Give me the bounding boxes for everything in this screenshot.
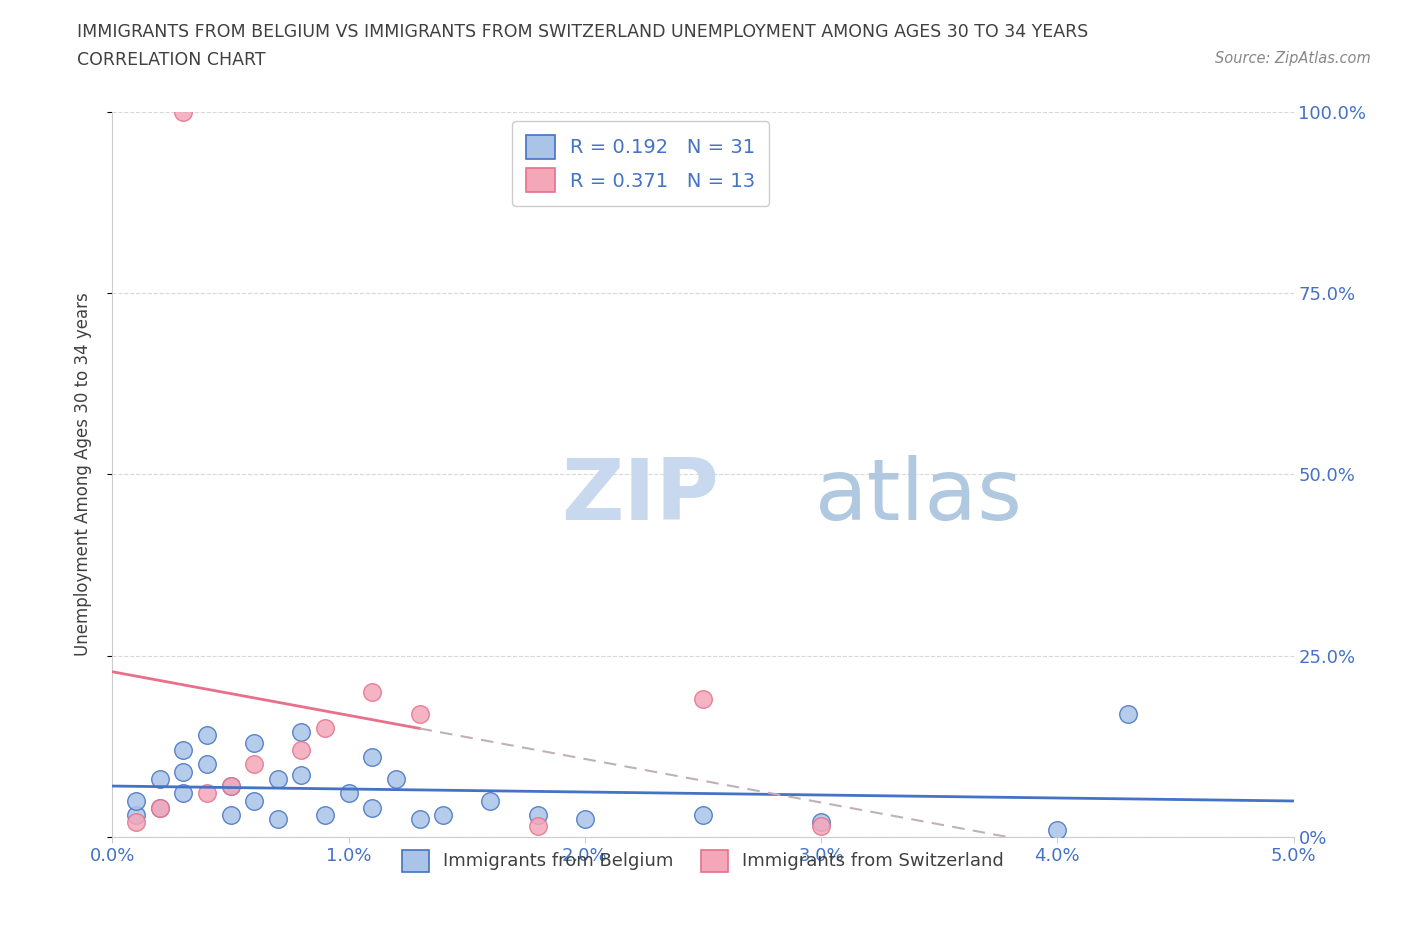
Point <box>526 818 548 833</box>
Point <box>125 815 148 830</box>
Y-axis label: Unemployment Among Ages 30 to 34 years: Unemployment Among Ages 30 to 34 years <box>73 292 91 657</box>
Text: IMMIGRANTS FROM BELGIUM VS IMMIGRANTS FROM SWITZERLAND UNEMPLOYMENT AMONG AGES 3: IMMIGRANTS FROM BELGIUM VS IMMIGRANTS FR… <box>77 23 1088 41</box>
Point <box>219 778 242 793</box>
Point <box>692 808 714 823</box>
Point <box>172 742 194 757</box>
Point <box>408 811 430 827</box>
Point <box>195 728 218 743</box>
Point <box>526 808 548 823</box>
Point <box>243 736 266 751</box>
Point <box>432 808 454 823</box>
Point <box>810 815 832 830</box>
Point <box>408 706 430 721</box>
Point <box>243 793 266 808</box>
Point <box>361 801 384 816</box>
Point <box>149 801 172 816</box>
Point <box>692 692 714 707</box>
Point <box>125 793 148 808</box>
Point <box>1046 822 1069 837</box>
Point <box>290 724 312 739</box>
Point <box>172 104 194 119</box>
Point <box>479 793 502 808</box>
Point <box>337 786 360 801</box>
Point <box>219 808 242 823</box>
Point <box>314 808 336 823</box>
Point <box>810 818 832 833</box>
Point <box>314 721 336 736</box>
Point <box>243 757 266 772</box>
Point <box>361 684 384 699</box>
Point <box>172 764 194 779</box>
Point <box>290 768 312 783</box>
Point <box>574 811 596 827</box>
Point <box>361 750 384 764</box>
Point <box>195 786 218 801</box>
Point <box>172 786 194 801</box>
Text: Source: ZipAtlas.com: Source: ZipAtlas.com <box>1215 51 1371 66</box>
Point <box>267 811 290 827</box>
Point <box>290 742 312 757</box>
Point <box>149 772 172 787</box>
Point <box>149 801 172 816</box>
Point <box>385 772 408 787</box>
Point <box>267 772 290 787</box>
Legend: Immigrants from Belgium, Immigrants from Switzerland: Immigrants from Belgium, Immigrants from… <box>395 843 1011 879</box>
Point <box>195 757 218 772</box>
Point <box>219 778 242 793</box>
Text: CORRELATION CHART: CORRELATION CHART <box>77 51 266 69</box>
Point <box>1116 706 1139 721</box>
Text: atlas: atlas <box>815 455 1024 538</box>
Point <box>125 808 148 823</box>
Text: ZIP: ZIP <box>561 455 718 538</box>
